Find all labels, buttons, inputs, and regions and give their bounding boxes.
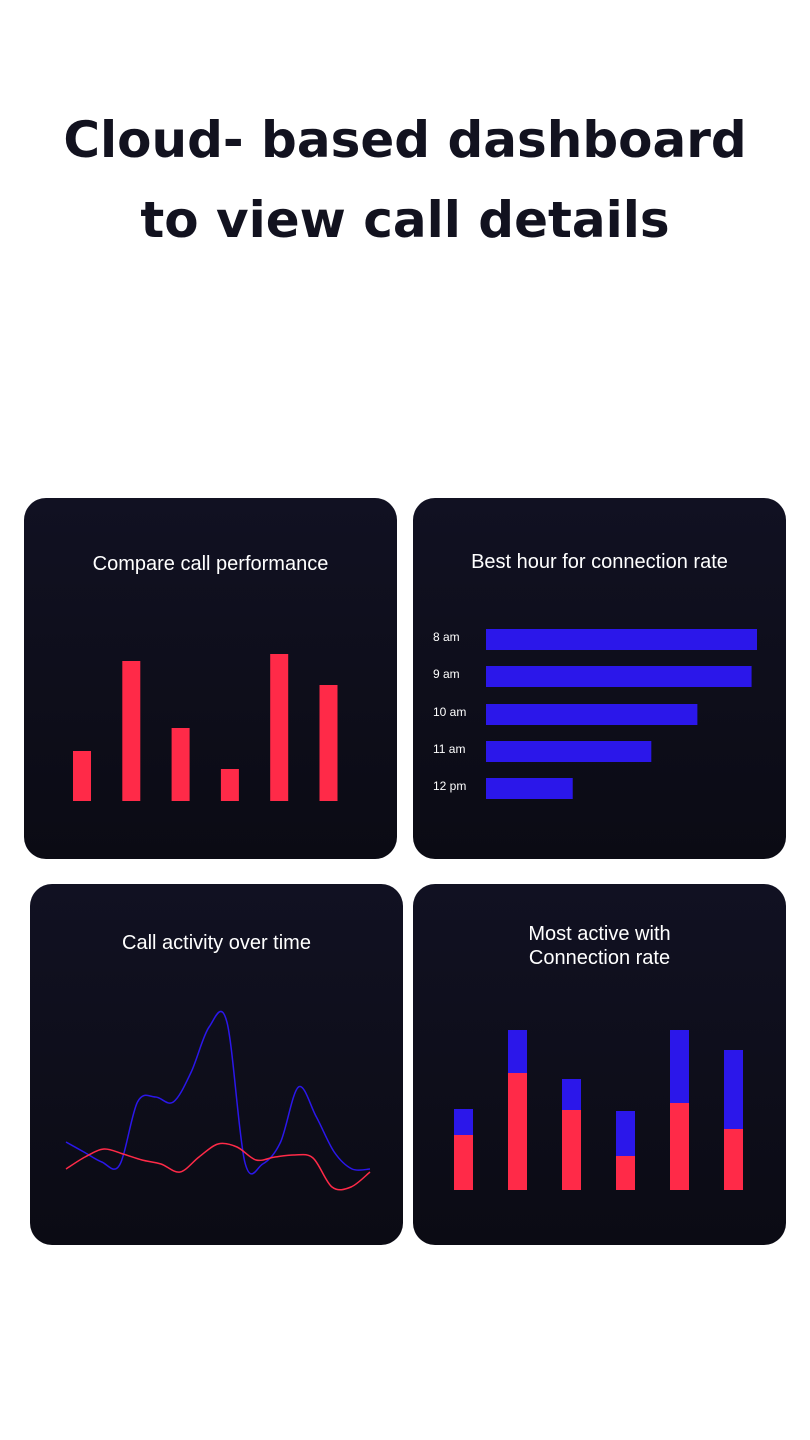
hour-bar	[486, 629, 757, 650]
hour-bar	[486, 778, 573, 799]
hour-bar	[486, 666, 752, 687]
most-active-chart	[454, 1030, 743, 1190]
blue-stack-segment	[616, 1111, 635, 1156]
blue-stack-segment	[724, 1050, 743, 1129]
blue-stack-segment	[562, 1079, 581, 1110]
call-activity-card: Call activity over time	[30, 884, 403, 1245]
red-stack-segment	[670, 1103, 689, 1190]
blue-stack-segment	[670, 1030, 689, 1103]
blue-activity-line	[65, 1010, 371, 1175]
best-hour-chart: 8 am 9 am 10 am 11 am 12 pm	[433, 629, 757, 799]
red-activity-line	[65, 1142, 371, 1191]
performance-bar	[122, 661, 141, 801]
blue-stack-segment	[508, 1030, 527, 1073]
compare-call-performance-card: Compare call performance	[24, 498, 397, 859]
red-stack-segment	[724, 1129, 743, 1190]
hour-bar	[486, 704, 698, 725]
performance-bar	[171, 728, 190, 801]
card-title-call-activity: Call activity over time	[122, 932, 311, 954]
red-stack-segment	[562, 1110, 581, 1190]
red-stack-segment	[508, 1073, 527, 1190]
call-activity-chart	[65, 1010, 371, 1191]
performance-bar	[270, 654, 289, 801]
performance-bar	[319, 685, 338, 801]
hour-label: 8 am	[433, 630, 460, 644]
blue-stack-segment	[454, 1109, 473, 1135]
performance-bar	[220, 769, 239, 801]
most-active-card: Most active with Connection rate	[413, 884, 786, 1245]
compare-call-performance-chart	[73, 654, 338, 801]
hour-label: 11 am	[433, 742, 465, 756]
hour-label: 9 am	[433, 667, 460, 681]
red-stack-segment	[454, 1135, 473, 1190]
hour-label: 12 pm	[433, 779, 466, 793]
card-title-best-hour: Best hour for connection rate	[471, 551, 728, 573]
headline: Cloud- based dashboard to view call deta…	[63, 111, 747, 249]
red-stack-segment	[616, 1156, 635, 1190]
hour-bar	[486, 741, 652, 762]
hour-label: 10 am	[433, 705, 466, 719]
card-title-compare-call-performance: Compare call performance	[92, 553, 329, 575]
performance-bar	[73, 751, 91, 801]
best-hour-card: Best hour for connection rate 8 am 9 am 10…	[413, 498, 786, 859]
card-title-most-active: Most active with Connection rate	[528, 923, 671, 969]
